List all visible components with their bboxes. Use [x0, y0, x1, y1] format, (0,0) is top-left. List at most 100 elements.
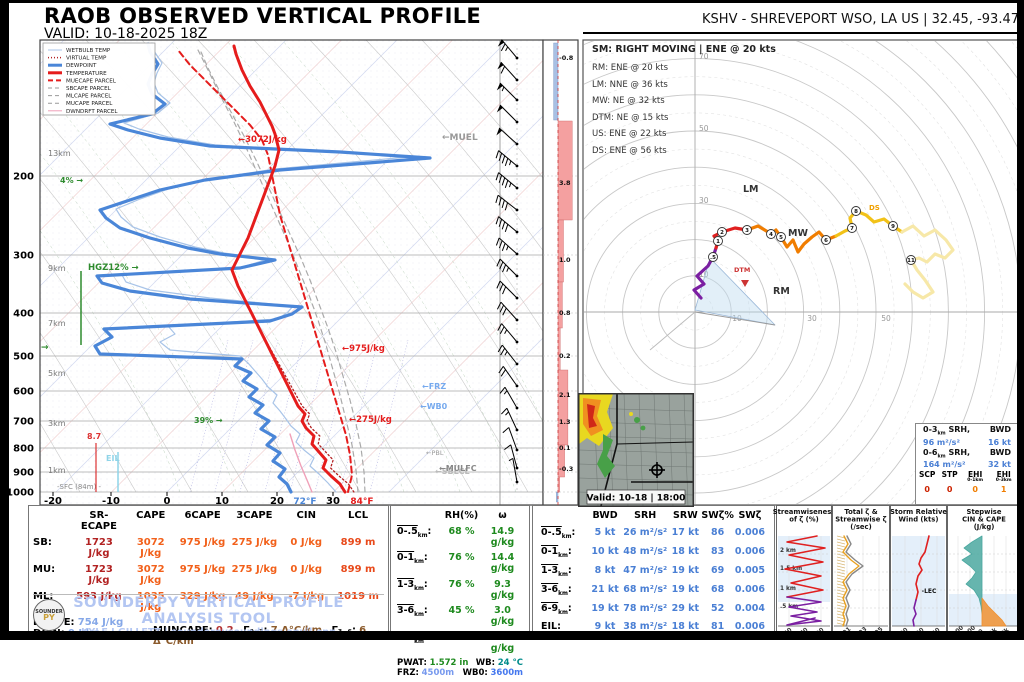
svg-text:1.3: 1.3	[559, 418, 571, 426]
shear-col-header: SRW	[673, 510, 698, 521]
svg-text:DS: DS	[869, 204, 880, 212]
svg-text:4% →: 4% →	[60, 176, 83, 185]
srh-0-3-values: 96 m²/s² 16 kt	[923, 437, 1011, 447]
shear-col-header: SWζ	[738, 510, 762, 521]
svg-text:LM: LM	[743, 184, 759, 195]
svg-text:DWNDRFT PARCEL: DWNDRFT PARCEL	[66, 109, 118, 115]
wb-value: 24 °C	[497, 657, 523, 668]
mixing-ratio-value: 14.4 g/kg	[490, 552, 515, 574]
storm-motion-entry: DS: ENE @ 56 kts	[592, 145, 667, 156]
svg-text:2: 2	[720, 230, 724, 236]
shear-value: 0.004	[734, 602, 765, 614]
shear-value: 17 kt	[671, 527, 700, 538]
svg-text:50: 50	[699, 124, 709, 133]
shear-value: 68 m²/s²	[623, 583, 668, 595]
svg-text:HGZ12% →: HGZ12% →	[88, 263, 139, 273]
srh-0-3-header: 0-3km SRH, BWD	[923, 425, 1011, 437]
svg-text:3.8: 3.8	[559, 179, 571, 187]
pwat-value: 1.572 in	[429, 657, 469, 668]
svg-text:3km: 3km	[48, 419, 66, 428]
gamma36-label: Γ₃₋₆:	[331, 625, 356, 636]
svg-text:900: 900	[13, 468, 34, 479]
muncape-value: 0.2	[215, 625, 234, 636]
svg-text:←3072J/kg: ←3072J/kg	[238, 135, 287, 145]
thermo-row-label: MU:	[33, 564, 56, 575]
svg-text:30: 30	[699, 196, 709, 205]
shear-value: 8 kt	[594, 564, 616, 576]
wb0-label: WB0:	[462, 667, 488, 678]
shear-value: 0.006	[734, 545, 765, 557]
thermo-row-label: ML:	[33, 591, 54, 602]
svg-text:200: 200	[13, 172, 34, 183]
svg-text:←SBLCL: ←SBLCL	[435, 467, 470, 476]
shear-col-header: BWD	[592, 510, 618, 521]
muncape-label: MUNCAPE:	[153, 625, 213, 636]
shear-row-label: 0-1km:	[541, 545, 572, 559]
shear-row-label: 3-6km:	[541, 583, 572, 597]
rh-row-label: 0-1km:	[397, 552, 428, 565]
storm-motion-headline: SM: RIGHT MOVING | ENE @ 20 kts	[592, 44, 776, 55]
svg-text:Storm Relative: Storm Relative	[890, 508, 947, 516]
svg-text:600: 600	[13, 387, 34, 398]
station-title: KSHV - SHREVEPORT WSO, LA US | 32.45, -9…	[583, 12, 1019, 34]
svg-text:←275J/kg: ←275J/kg	[349, 415, 392, 425]
shear-col-header: SWζ%	[701, 510, 734, 521]
mini-panel-1: Total ζ & Streamwise ζ (/sec) .01.03.05	[832, 505, 890, 638]
svg-text:50: 50	[881, 314, 891, 323]
svg-text:9km: 9km	[48, 264, 66, 273]
shear-table-box: BWD SRH SRW SWζ% SWζ 0-.5km: 5 kt 26 m²/s² 17 kt…	[532, 505, 775, 638]
footer-author-link[interactable]: KYLE J GILLETT | sounderpysoundings.anvi…	[81, 627, 336, 638]
gamma03-label: Γ₀₋₃:	[243, 625, 268, 636]
thermo-value: 1723 J/kg	[84, 537, 113, 559]
rh-value: 76 %	[448, 578, 475, 590]
thermo-col-header: 3CAPE	[236, 510, 273, 521]
shear-value: 0.005	[734, 564, 765, 576]
footer-divider	[33, 594, 384, 595]
svg-text:Streamwise ζ: Streamwise ζ	[835, 516, 886, 524]
thermo-value: 329 J/kg	[179, 591, 226, 602]
shear-value: 81	[711, 621, 725, 633]
svg-text:DTM: DTM	[734, 266, 750, 274]
svg-text:-100: -100	[961, 624, 977, 639]
thermo-value: 0 J/kg	[290, 564, 323, 575]
shear-value: 68	[711, 583, 725, 595]
shear-value: 9 kt	[594, 621, 616, 633]
svg-text:1.0: 1.0	[559, 256, 571, 264]
svg-text:RM: RM	[773, 286, 790, 297]
shear-value: 10 kt	[591, 545, 619, 557]
svg-text:70: 70	[799, 626, 810, 637]
svg-text:800: 800	[13, 444, 34, 455]
radar-map: Valid: 10-18 | 18:00	[578, 393, 694, 507]
composite-headers: SCP STP EHI 0-1km EHI 0-3km	[919, 470, 1012, 484]
thermo-value: 49 J/kg	[235, 591, 274, 602]
wb-label: WB:	[475, 657, 496, 668]
svg-text:0.1: 0.1	[559, 444, 571, 452]
svg-text:.01: .01	[840, 626, 853, 638]
rh-row-label: 1-3km:	[397, 578, 428, 592]
svg-text:11: 11	[907, 258, 915, 264]
svg-text:Valid: 10-18 | 18:00: Valid: 10-18 | 18:00	[587, 494, 686, 504]
shear-row-label: 6-9km:	[541, 602, 572, 616]
svg-text:72°F: 72°F	[293, 497, 316, 507]
svg-text:300: 300	[13, 251, 34, 262]
mini-panel-2: Storm Relative Wind (kts) 20 30 40 -LEC	[890, 505, 947, 638]
svg-text:90: 90	[815, 626, 826, 637]
svg-text:6: 6	[824, 238, 828, 244]
thermo-value: 275 J/kg	[231, 537, 278, 548]
storm-motion-entry: DTM: NE @ 15 kts	[592, 112, 669, 123]
thermo-value: 1723 J/kg	[84, 564, 113, 586]
shear-value: 26 m²/s²	[623, 527, 668, 538]
svg-text:Total ζ &: Total ζ &	[844, 508, 877, 516]
svg-text:8: 8	[854, 209, 858, 215]
thermo-col-header: CAPE	[136, 510, 166, 521]
svg-text:.03: .03	[856, 626, 869, 638]
footer: SOUNDER PY SOUNDERPY VERTICAL PROFILE AN…	[31, 595, 386, 638]
svg-text:1km: 1km	[48, 466, 66, 475]
svg-text:3: 3	[745, 228, 749, 234]
svg-text:13km: 13km	[48, 149, 71, 158]
shear-value: 19 kt	[671, 564, 700, 576]
svg-text:30: 30	[807, 314, 817, 323]
shear-col-header: SRH	[634, 510, 657, 521]
rh-table-box: RH(%) ω 0-.5km: 68 % 14.9 g/kg 0-1km: 76 % …	[390, 505, 530, 678]
skewt-background	[40, 40, 543, 505]
